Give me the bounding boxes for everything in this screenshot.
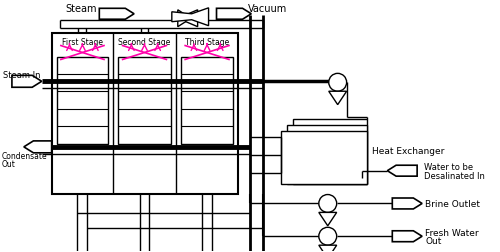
Text: Steam: Steam (66, 4, 97, 14)
Text: Steam In: Steam In (3, 71, 40, 80)
Polygon shape (186, 11, 198, 27)
Bar (287, 125, 368, 184)
Bar (52, 34, 238, 194)
Text: Third Stage: Third Stage (185, 38, 229, 47)
FancyArrow shape (392, 231, 422, 242)
Polygon shape (319, 212, 336, 226)
Polygon shape (319, 245, 336, 252)
FancyArrow shape (216, 9, 252, 20)
Text: Out: Out (425, 236, 442, 245)
Circle shape (319, 227, 336, 245)
Bar (293, 119, 368, 184)
Bar (56, 58, 108, 144)
Circle shape (319, 195, 336, 212)
Text: Brine Outlet: Brine Outlet (425, 199, 480, 208)
Text: First Stage: First Stage (62, 38, 103, 47)
FancyArrow shape (24, 141, 52, 153)
Bar (181, 58, 234, 144)
Text: Heat Exchanger: Heat Exchanger (372, 147, 445, 156)
FancyArrow shape (12, 76, 42, 88)
Polygon shape (328, 92, 346, 105)
Polygon shape (178, 11, 186, 27)
Text: Desalinated In: Desalinated In (424, 171, 485, 180)
FancyArrow shape (388, 166, 417, 176)
Bar (281, 132, 368, 184)
Text: Condensate: Condensate (2, 152, 48, 161)
Text: Vacuum: Vacuum (248, 4, 288, 14)
FancyArrow shape (100, 9, 134, 20)
Text: Fresh Water: Fresh Water (425, 228, 478, 237)
Polygon shape (172, 9, 208, 26)
FancyArrow shape (392, 198, 422, 209)
Text: Out: Out (2, 160, 16, 169)
Bar (118, 58, 171, 144)
Text: Second Stage: Second Stage (118, 38, 171, 47)
Text: Water to be: Water to be (424, 163, 473, 172)
Circle shape (328, 74, 346, 92)
